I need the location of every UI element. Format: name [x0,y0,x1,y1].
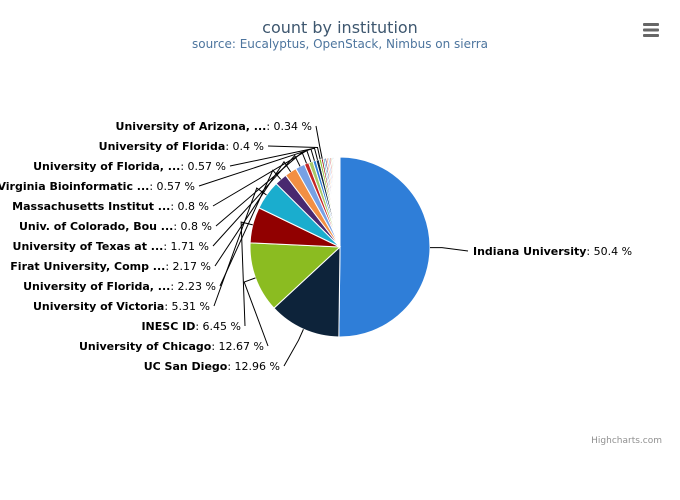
data-label: Firat University, Comp ...: 2.17 % [10,260,211,273]
data-label-value: : 0.4 % [225,140,264,153]
label-connector [315,125,323,159]
data-label: University of Arizona, ...: 0.34 % [116,120,312,133]
data-label: University of Florida: 0.4 % [99,140,264,153]
label-connector [212,154,301,247]
data-label: UC San Diego: 12.96 % [144,360,280,373]
data-label-name: UC San Diego [144,360,228,373]
data-label: Univ. of Colorado, Bou ...: 0.8 % [19,220,212,233]
data-label-value: : 0.57 % [180,160,226,173]
data-label-value: : 0.34 % [266,120,312,133]
label-connector [283,329,304,367]
data-label: INESC ID: 6.45 % [141,320,241,333]
credits-link[interactable]: Highcharts.com [591,436,662,446]
label-connectors [198,125,469,367]
data-labels: Indiana University: 50.4 %UC San Diego: … [0,120,632,373]
data-label-value: : 0.8 % [170,200,209,213]
data-label-value: : 2.17 % [165,260,211,273]
hamburger-menu-icon[interactable] [636,18,666,42]
data-label-value: : 0.8 % [173,220,212,233]
data-label-name: Massachusetts Institut ... [12,200,170,213]
data-label-name: Indiana University [473,245,586,258]
label-connector [229,147,318,167]
data-label-value: : 12.67 % [211,340,264,353]
label-connector [214,160,292,267]
data-label-value: : 1.71 % [163,240,209,253]
data-label: University of Florida, ...: 2.23 % [23,280,216,293]
data-label: University of Texas at ...: 1.71 % [13,240,209,253]
data-label: University of Chicago: 12.67 % [79,340,264,353]
pie-slice[interactable] [249,242,342,309]
label-connector [267,145,321,160]
pie-slices [249,156,431,338]
data-label-value: : 5.31 % [164,300,210,313]
data-label-name: University of Florida [99,140,226,153]
data-label-name: University of Florida, ... [33,160,180,173]
data-label-name: University of Texas at ... [13,240,164,253]
data-label-name: University of Arizona, ... [116,120,267,133]
data-label-name: University of Victoria [33,300,164,313]
data-label-name: INESC ID [141,320,195,333]
chart-title: count by institution [262,18,418,37]
data-label: University of Florida, ...: 0.57 % [33,160,226,173]
data-label: Virginia Bioinformatic ...: 0.57 % [0,180,195,193]
data-label-name: Univ. of Colorado, Bou ... [19,220,173,233]
pie-slice[interactable] [338,156,431,338]
data-label-name: University of Chicago [79,340,212,353]
data-label-name: University of Florida, ... [23,280,170,293]
label-connector [243,277,269,347]
data-label: Indiana University: 50.4 % [473,245,632,258]
data-label-value: : 12.96 % [227,360,280,373]
data-label: University of Victoria: 5.31 % [33,300,210,313]
data-label: Massachusetts Institut ...: 0.8 % [12,200,209,213]
data-label-value: : 6.45 % [195,320,241,333]
data-label-value: : 2.23 % [170,280,216,293]
data-label-name: Firat University, Comp ... [10,260,165,273]
data-label-name: Virginia Bioinformatic ... [0,180,149,193]
data-label-value: : 0.57 % [149,180,195,193]
pie-slice[interactable] [338,156,341,248]
data-label-value: : 50.4 % [586,245,632,258]
chart-subtitle: source: Eucalyptus, OpenStack, Nimbus on… [192,37,488,51]
label-connector [429,247,469,252]
